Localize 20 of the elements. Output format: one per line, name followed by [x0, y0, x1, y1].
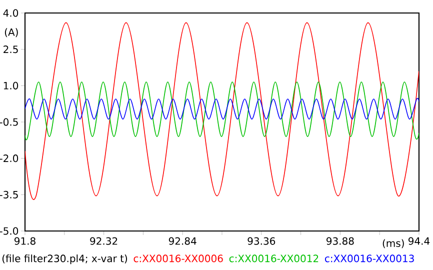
x-tick-label: 93.36 — [248, 237, 276, 245]
text: c:XX0016-XX0012 — [229, 254, 318, 262]
y-tick-label: 4.0 — [3, 9, 18, 17]
x-tick-label: 94.4 — [408, 237, 430, 245]
x-tick-label: 93.88 — [326, 237, 354, 245]
y-tick-label: 1.0 — [4, 82, 18, 90]
x-tick-label: 92.84 — [168, 237, 196, 245]
y-tick-label: -3.5 — [0, 190, 18, 198]
y-tick-label: 2.5 — [4, 46, 18, 54]
text: c:XX0016-XX0006 — [134, 254, 223, 262]
y-axis-title: (A) — [4, 28, 18, 38]
text: (file filter230.pl4; x-var t) — [2, 254, 128, 264]
x-axis-title: (ms) — [382, 239, 404, 248]
text: c:XX0016-XX0013 — [324, 254, 414, 262]
x-tick-label: 92.32 — [90, 237, 118, 245]
y-tick-label: -2.0 — [0, 154, 18, 162]
line-series — [25, 98, 419, 120]
y-tick-label: -0.5 — [0, 118, 18, 126]
x-tick-label: 91.8 — [14, 237, 36, 245]
y-tick-label: -5.0 — [0, 227, 18, 235]
